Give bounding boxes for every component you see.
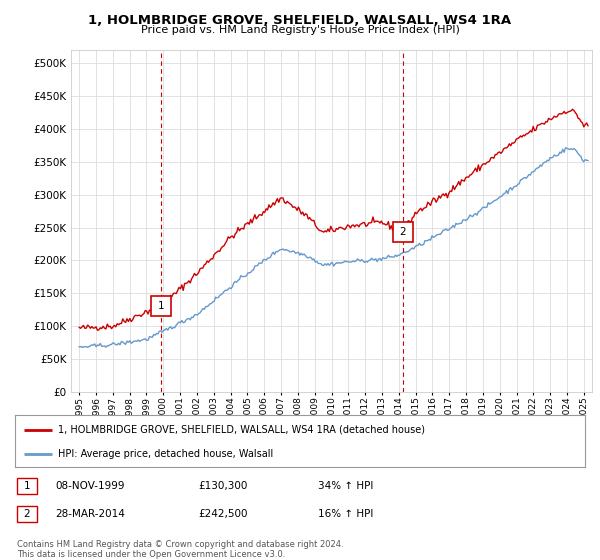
Text: 08-NOV-1999: 08-NOV-1999 [55,481,125,491]
Text: £242,500: £242,500 [198,509,248,519]
Text: 1, HOLMBRIDGE GROVE, SHELFIELD, WALSALL, WS4 1RA: 1, HOLMBRIDGE GROVE, SHELFIELD, WALSALL,… [88,14,512,27]
Text: 28-MAR-2014: 28-MAR-2014 [55,509,125,519]
Text: 16% ↑ HPI: 16% ↑ HPI [318,509,373,519]
Text: 34% ↑ HPI: 34% ↑ HPI [318,481,373,491]
Text: Contains HM Land Registry data © Crown copyright and database right 2024.
This d: Contains HM Land Registry data © Crown c… [17,540,343,559]
Text: 1, HOLMBRIDGE GROVE, SHELFIELD, WALSALL, WS4 1RA (detached house): 1, HOLMBRIDGE GROVE, SHELFIELD, WALSALL,… [58,424,425,435]
Text: 2: 2 [400,227,406,237]
Text: Price paid vs. HM Land Registry's House Price Index (HPI): Price paid vs. HM Land Registry's House … [140,25,460,35]
Text: 1: 1 [158,301,164,311]
Text: £130,300: £130,300 [198,481,247,491]
Text: 1: 1 [23,481,30,491]
Text: HPI: Average price, detached house, Walsall: HPI: Average price, detached house, Wals… [58,449,273,459]
Text: 2: 2 [23,509,30,519]
